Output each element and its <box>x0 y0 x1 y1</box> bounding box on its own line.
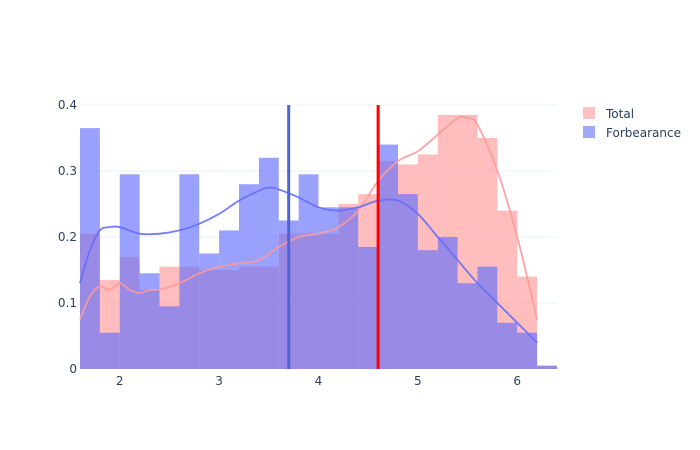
bar-forbearance[interactable] <box>417 250 438 369</box>
y-tick-label: 0.3 <box>58 164 77 178</box>
bar-forbearance[interactable] <box>199 253 220 370</box>
bar-forbearance[interactable] <box>99 332 120 369</box>
legend-label-total: Total <box>605 107 634 121</box>
bar-forbearance[interactable] <box>437 237 458 369</box>
bar-forbearance[interactable] <box>358 246 379 369</box>
y-tick-label: 0.2 <box>58 230 77 244</box>
bar-forbearance[interactable] <box>159 306 180 369</box>
bar-forbearance[interactable] <box>517 332 538 369</box>
y-tick-label: 0.4 <box>58 98 77 112</box>
bar-forbearance[interactable] <box>258 157 279 369</box>
x-tick-label: 6 <box>513 374 521 388</box>
bar-forbearance[interactable] <box>537 365 557 369</box>
bar-forbearance[interactable] <box>497 322 518 369</box>
y-tick-label: 0.1 <box>58 296 77 310</box>
bar-forbearance[interactable] <box>398 194 418 369</box>
bar-forbearance[interactable] <box>338 207 359 369</box>
bar-forbearance[interactable] <box>477 266 498 369</box>
bar-forbearance[interactable] <box>179 174 200 369</box>
x-tick-label: 3 <box>215 374 223 388</box>
x-tick-label: 4 <box>315 374 323 388</box>
legend-item-forbearance[interactable]: Forbearance <box>583 126 681 140</box>
bar-forbearance[interactable] <box>239 184 259 369</box>
bar-forbearance[interactable] <box>119 174 140 369</box>
kde-curve-total <box>79 115 538 320</box>
y-tick-label: 0 <box>69 362 77 376</box>
density-curves <box>79 115 538 344</box>
legend-swatch-forbearance <box>583 126 595 138</box>
bar-forbearance[interactable] <box>298 174 319 369</box>
bar-forbearance[interactable] <box>219 230 239 369</box>
legend-item-total[interactable]: Total <box>583 107 634 121</box>
mean-lines <box>287 105 380 369</box>
x-tick-label: 5 <box>414 374 422 388</box>
legend[interactable]: Total Forbearance <box>583 107 681 140</box>
legend-swatch-total <box>583 107 595 119</box>
y-axis: 0 0.1 0.2 0.3 0.4 <box>58 98 77 376</box>
bar-forbearance[interactable] <box>457 283 478 369</box>
bar-forbearance[interactable] <box>139 273 160 369</box>
x-axis: 2 3 4 5 6 <box>116 374 521 388</box>
kde-curve-forbearance <box>79 186 538 344</box>
legend-label-forbearance: Forbearance <box>606 126 681 140</box>
bar-forbearance[interactable] <box>318 207 339 369</box>
x-tick-label: 2 <box>116 374 124 388</box>
